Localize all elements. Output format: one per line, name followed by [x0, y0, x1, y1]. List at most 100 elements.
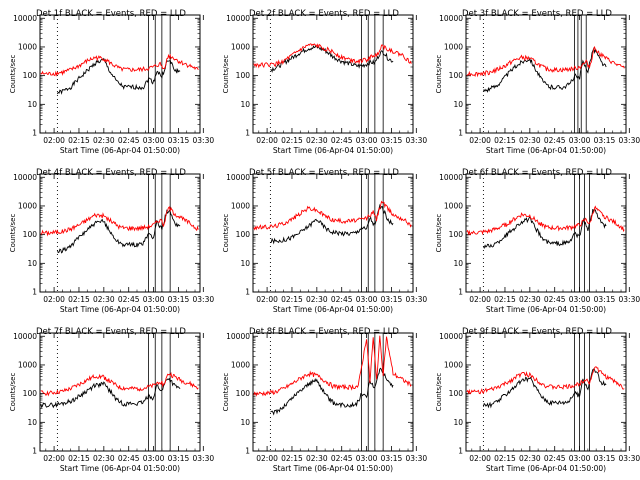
events-series-line: [40, 377, 181, 409]
x-tick-label: 02:30: [519, 136, 541, 145]
x-tick-label: 03:30: [406, 136, 428, 145]
panel-title: Det 5f BLACK = Events, RED = LLD: [249, 168, 399, 178]
y-tick-label: 100: [449, 230, 464, 239]
panel-title: Det 1f BLACK = Events, RED = LLD: [36, 9, 186, 19]
x-tick-label: 03:30: [193, 454, 215, 463]
events-series-line: [270, 367, 394, 416]
y-tick-label: 1: [458, 288, 463, 297]
x-tick-label: 03:00: [356, 136, 378, 145]
plot-frame: [465, 14, 627, 134]
x-tick-label: 03:15: [381, 295, 403, 304]
plot-frame: [252, 14, 414, 134]
y-tick-label: 1000: [444, 42, 463, 51]
y-axis-label: Counts/sec: [9, 373, 17, 412]
x-tick-label: 02:30: [93, 295, 115, 304]
y-axis-label: Counts/sec: [435, 214, 443, 253]
plot-frame: [465, 332, 627, 452]
events-series-line: [482, 368, 607, 409]
x-tick-label: 02:15: [68, 295, 90, 304]
y-tick-label: 1000: [18, 201, 37, 210]
y-tick-label: 10: [453, 259, 463, 268]
x-tick-label: 02:45: [118, 295, 140, 304]
x-tick-label: 03:15: [594, 295, 616, 304]
x-tick-label: 02:15: [494, 295, 516, 304]
x-tick-label: 02:30: [93, 454, 115, 463]
x-axis-label: Start Time (06-Apr-04 01:50:00): [60, 305, 180, 314]
y-tick-label: 10000: [439, 14, 463, 23]
x-axis-label: Start Time (06-Apr-04 01:50:00): [273, 305, 393, 314]
y-tick-label: 10: [27, 100, 37, 109]
panel-det-7: Det 7f BLACK = Events, RED = LLD Counts/s…: [9, 327, 214, 473]
x-axis-label: Start Time (06-Apr-04 01:50:00): [273, 146, 393, 155]
x-axis-label: Start Time (06-Apr-04 01:50:00): [60, 146, 180, 155]
y-tick-label: 10000: [13, 173, 37, 182]
y-tick-label: 1: [245, 129, 250, 138]
x-tick-label: 02:30: [93, 136, 115, 145]
x-tick-label: 03:30: [619, 136, 640, 145]
x-tick-label: 03:00: [356, 454, 378, 463]
x-tick-label: 02:00: [43, 136, 65, 145]
x-tick-label: 03:15: [168, 136, 190, 145]
plot-frame: [39, 173, 201, 293]
x-tick-label: 02:30: [306, 136, 328, 145]
plot-frame: [39, 332, 201, 452]
x-axis-label: Start Time (06-Apr-04 01:50:00): [60, 464, 180, 473]
panel-det-4: Det 4f BLACK = Events, RED = LLD Counts/s…: [9, 168, 214, 314]
x-tick-label: 02:00: [256, 136, 278, 145]
x-tick-label: 02:30: [306, 454, 328, 463]
y-tick-label: 10: [240, 418, 250, 427]
x-tick-label: 03:30: [406, 454, 428, 463]
y-axis-label: Counts/sec: [435, 373, 443, 412]
x-tick-label: 03:00: [569, 136, 591, 145]
lld-series-line: [253, 43, 412, 69]
y-tick-label: 100: [236, 389, 251, 398]
x-tick-label: 03:15: [168, 454, 190, 463]
y-tick-label: 10000: [226, 14, 250, 23]
x-tick-label: 03:00: [143, 454, 165, 463]
y-tick-label: 1: [32, 288, 37, 297]
events-series-line: [483, 47, 607, 93]
panel-title: Det 7f BLACK = Events, RED = LLD: [36, 327, 186, 337]
y-axis-label: Counts/sec: [222, 55, 230, 94]
events-series-line: [270, 44, 394, 73]
x-tick-label: 02:45: [331, 454, 353, 463]
x-tick-label: 03:30: [619, 295, 640, 304]
y-tick-label: 1: [32, 447, 37, 456]
events-series-line: [56, 209, 181, 254]
panel-title: Det 2f BLACK = Events, RED = LLD: [249, 9, 399, 19]
y-tick-label: 10: [27, 418, 37, 427]
y-tick-label: 10: [453, 418, 463, 427]
x-tick-label: 03:15: [381, 454, 403, 463]
y-tick-label: 1000: [18, 42, 37, 51]
x-tick-label: 03:30: [406, 295, 428, 304]
x-tick-label: 02:00: [469, 454, 491, 463]
y-tick-label: 10: [240, 100, 250, 109]
x-tick-label: 02:00: [469, 136, 491, 145]
x-tick-label: 03:00: [569, 295, 591, 304]
lld-series-line: [40, 371, 199, 397]
lld-series-line: [466, 366, 625, 395]
y-tick-label: 10000: [226, 332, 250, 341]
y-tick-label: 1000: [18, 360, 37, 369]
y-tick-label: 100: [23, 230, 38, 239]
y-axis-label: Counts/sec: [222, 373, 230, 412]
panel-title: Det 3f BLACK = Events, RED = LLD: [462, 9, 612, 19]
x-tick-label: 02:45: [544, 454, 566, 463]
y-axis-label: Counts/sec: [9, 55, 17, 94]
y-tick-label: 1: [245, 447, 250, 456]
plot-frame: [252, 173, 414, 293]
y-tick-label: 1: [245, 288, 250, 297]
x-tick-label: 03:00: [569, 454, 591, 463]
panel-det-8: Det 8f BLACK = Events, RED = LLD Counts/s…: [222, 327, 427, 473]
x-axis-label: Start Time (06-Apr-04 01:50:00): [486, 464, 606, 473]
x-tick-label: 03:30: [619, 454, 640, 463]
x-tick-label: 03:15: [381, 136, 403, 145]
y-axis-label: Counts/sec: [222, 214, 230, 253]
panel-title: Det 6f BLACK = Events, RED = LLD: [462, 168, 612, 178]
y-tick-label: 10000: [439, 173, 463, 182]
y-tick-label: 1000: [231, 360, 250, 369]
x-tick-label: 02:15: [281, 454, 303, 463]
x-tick-label: 03:00: [143, 136, 165, 145]
x-tick-label: 02:45: [544, 136, 566, 145]
